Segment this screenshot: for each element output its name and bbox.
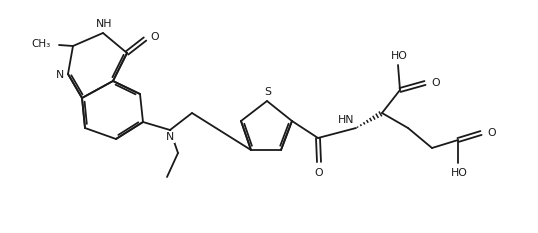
Text: HN: HN bbox=[337, 115, 354, 125]
Text: CH₃: CH₃ bbox=[32, 39, 51, 49]
Text: N: N bbox=[56, 70, 64, 80]
Text: O: O bbox=[315, 168, 323, 178]
Text: N: N bbox=[166, 132, 174, 142]
Text: O: O bbox=[431, 78, 440, 88]
Text: O: O bbox=[487, 128, 495, 138]
Text: O: O bbox=[150, 32, 159, 42]
Text: HO: HO bbox=[391, 51, 407, 61]
Text: NH: NH bbox=[96, 19, 112, 29]
Text: S: S bbox=[265, 87, 272, 97]
Text: HO: HO bbox=[450, 168, 468, 178]
